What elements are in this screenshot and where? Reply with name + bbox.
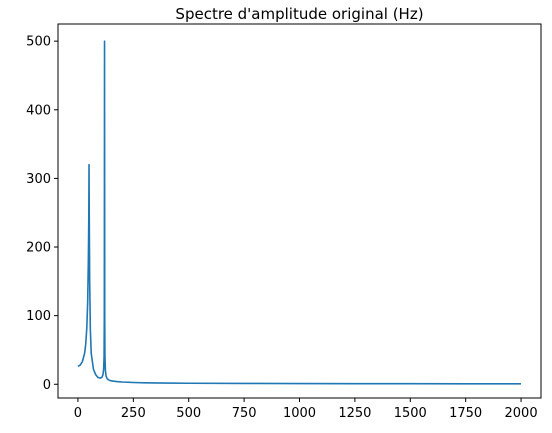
- y-tick-label: 300: [26, 172, 51, 187]
- y-tick-label: 500: [26, 35, 51, 50]
- axes-frame: [57, 23, 542, 399]
- plot-area: [77, 40, 522, 385]
- series-line: [77, 40, 522, 385]
- x-tick-label: 1000: [283, 406, 316, 421]
- y-tick-label: 100: [26, 309, 51, 324]
- y-axis: 0 100 200 300 400 500: [26, 35, 58, 393]
- x-tick-label: 1500: [394, 406, 427, 421]
- x-tick-label: 0: [74, 406, 82, 421]
- y-tick-label: 200: [26, 241, 51, 256]
- y-tick-label: 0: [43, 378, 51, 393]
- x-tick-label: 1750: [449, 406, 482, 421]
- y-tick-label: 400: [26, 103, 51, 118]
- x-axis: 0 250 500 750 1000 1250 1500 1750 2000: [74, 398, 538, 421]
- chart-title: Spectre d'amplitude original (Hz): [175, 5, 423, 23]
- x-tick-label: 500: [176, 406, 201, 421]
- x-tick-label: 750: [232, 406, 257, 421]
- x-tick-label: 1250: [338, 406, 371, 421]
- x-tick-label: 250: [121, 406, 146, 421]
- x-tick-label: 2000: [505, 406, 538, 421]
